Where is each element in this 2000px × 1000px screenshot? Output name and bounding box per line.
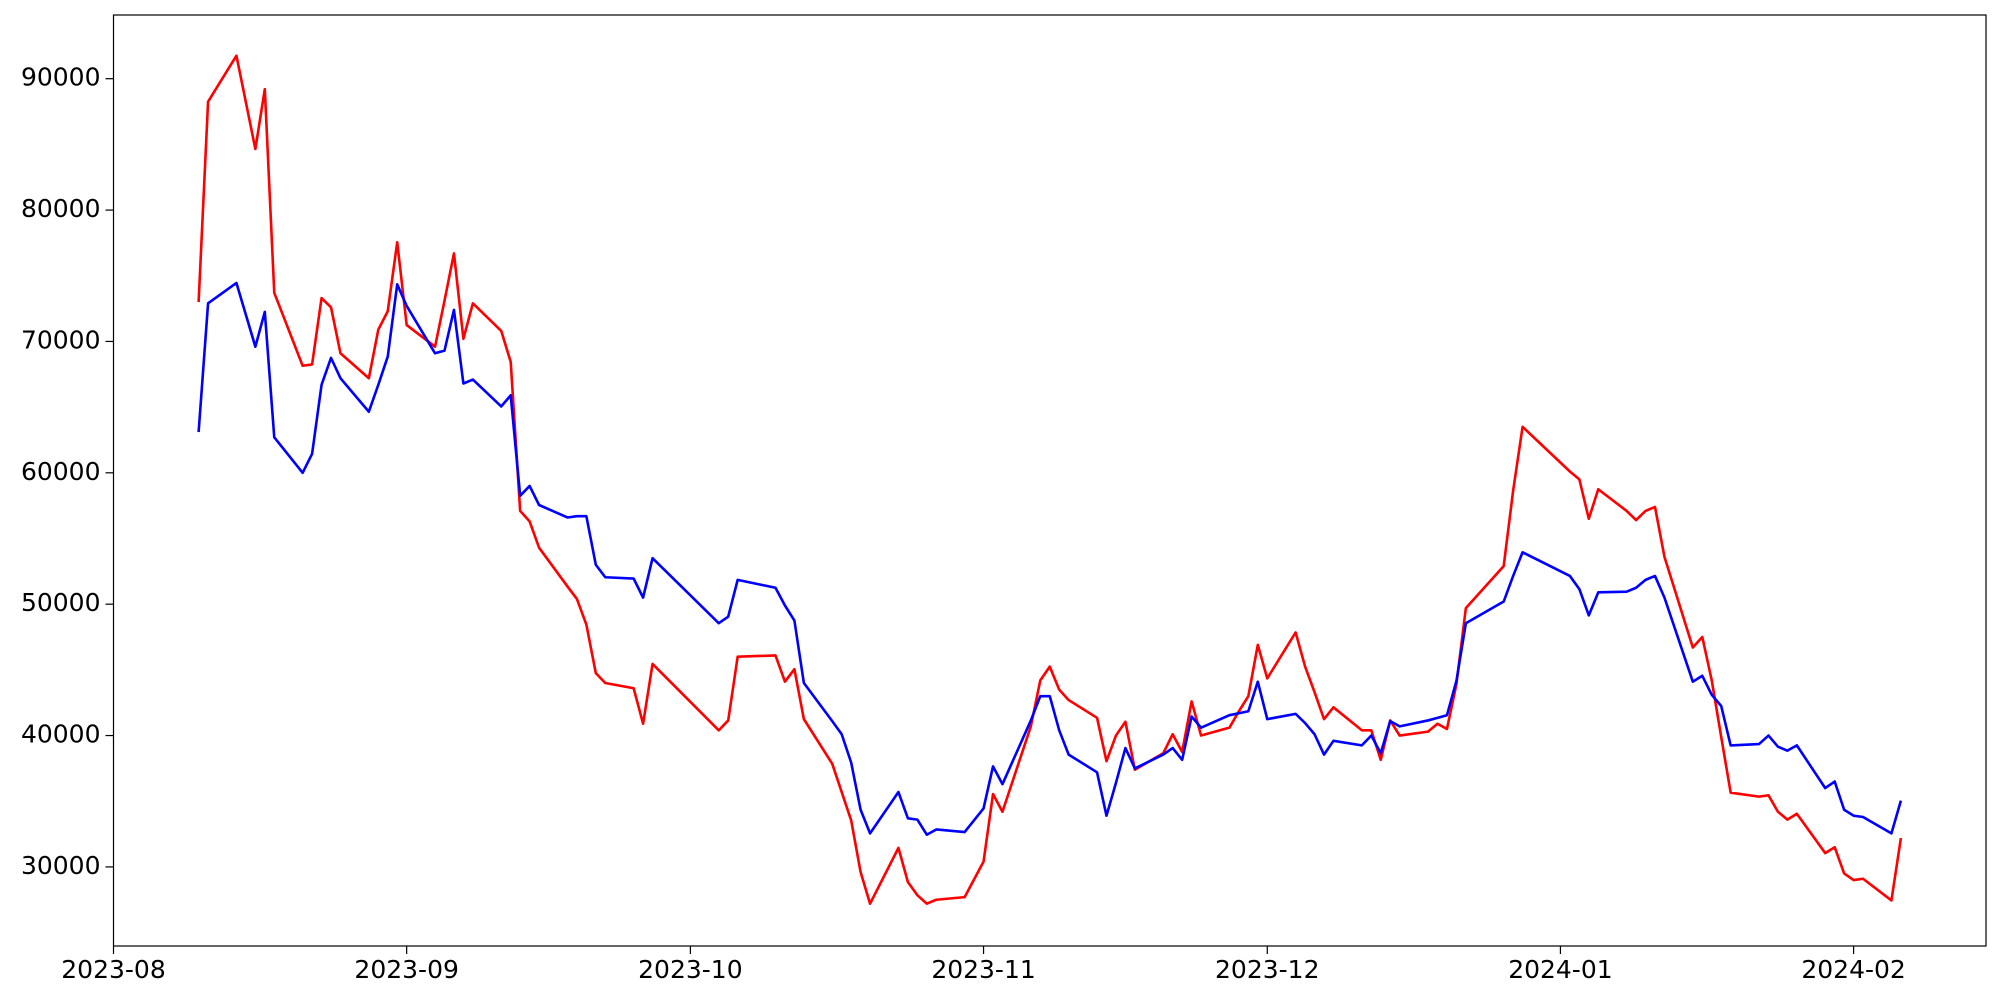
y-tick-label: 60000 xyxy=(21,457,101,486)
plot-frame xyxy=(112,14,1987,947)
x-tick-label: 2023-11 xyxy=(931,955,1035,984)
y-tick-label: 40000 xyxy=(21,720,101,749)
x-tick-label: 2023-09 xyxy=(354,955,458,984)
y-tick-label: 90000 xyxy=(21,63,101,92)
y-tick-label: 80000 xyxy=(21,194,101,223)
x-tick-label: 2024-02 xyxy=(1801,955,1905,984)
x-tick-label: 2024-01 xyxy=(1508,955,1612,984)
x-tick-label: 2023-10 xyxy=(638,955,742,984)
line-series xyxy=(197,281,1903,837)
x-tick-label: 2023-08 xyxy=(61,955,165,984)
x-tick-label: 2023-12 xyxy=(1215,955,1319,984)
line-series xyxy=(197,54,1903,905)
y-tick-label: 50000 xyxy=(21,588,101,617)
y-tick-label: 70000 xyxy=(21,325,101,354)
y-tick-label: 30000 xyxy=(21,851,101,880)
